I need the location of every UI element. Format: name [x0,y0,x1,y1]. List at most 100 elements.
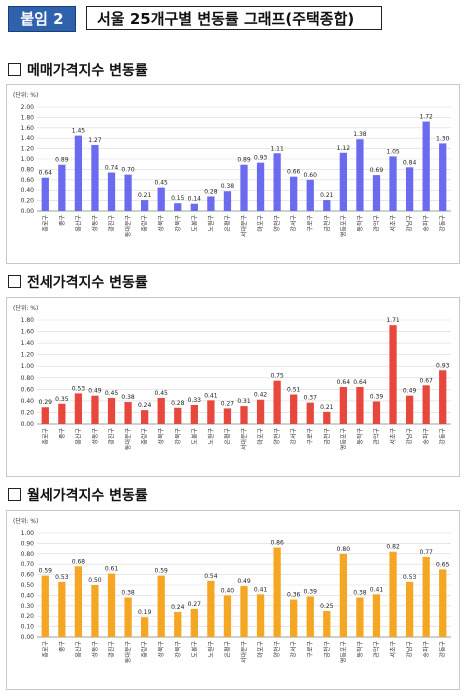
x-tick-label: 노원구 [207,215,215,232]
bar [174,407,182,424]
bar [223,595,232,637]
x-tick-label: 관악구 [372,641,380,658]
y-tick-label: 0.80 [21,375,35,382]
y-tick-label: 1.80 [21,114,35,121]
data-label: 0.21 [320,192,334,199]
checkbox-icon [8,63,21,76]
x-tick-label: 성북구 [157,641,165,658]
bar [256,594,265,637]
bar [190,608,198,637]
x-tick-label: 양천구 [273,215,281,232]
x-tick-label: 동대문구 [124,215,132,238]
bar [389,156,397,211]
x-tick-label: 용산구 [74,215,82,232]
x-tick-label: 영등포구 [339,215,347,238]
bar [140,617,149,637]
x-tick-label: 마포구 [257,428,265,445]
data-label: 1.11 [270,145,284,152]
bar [389,551,397,637]
x-tick-label: 중구 [59,641,66,653]
bar [107,573,116,637]
bar [207,196,215,211]
x-tick-label: 영등포구 [339,428,347,451]
y-tick-label: 1.00 [21,530,35,537]
y-tick-label: 0.60 [21,177,35,184]
y-tick-label: 0.60 [21,572,35,579]
bar [306,179,314,211]
bar [41,575,49,637]
bar [356,139,364,211]
y-tick-label: 0.80 [21,551,35,558]
data-label: 0.75 [270,373,284,380]
section-title-text: 메매가격지수 변동률 [27,63,148,79]
bar [405,581,414,637]
bar [74,566,83,637]
data-label: 0.65 [436,561,450,568]
x-tick-label: 양천구 [273,428,281,445]
x-tick-label: 서초구 [389,215,397,232]
data-label: 0.84 [403,159,417,166]
x-tick-label: 마포구 [257,215,265,232]
bar [41,177,49,211]
data-label: 0.74 [105,165,119,172]
y-tick-label: 0.40 [21,187,35,194]
x-tick-label: 은평구 [223,641,231,658]
section-title-monthly-rent: 월세가격지수 변동률 [8,485,148,505]
x-tick-label: 강북구 [174,215,182,232]
x-tick-label: 금천구 [323,641,331,658]
bar [323,611,331,637]
x-tick-label: 강동구 [439,428,447,445]
chart-jeonse-frame: (단위: %) 0.00 0.20 0.40 0.60 0.80 1.00 1.20 1.40 1… [6,297,460,477]
section-title-sale: 메매가격지수 변동률 [8,60,148,80]
x-tick-label: 강동구 [439,641,447,658]
x-tick-label: 중랑구 [142,641,149,658]
x-tick-label: 영등포구 [339,641,347,664]
bar [422,385,430,424]
x-tick-label: 금천구 [323,215,331,232]
bar [273,380,281,424]
data-label: 0.53 [55,574,69,581]
bar [389,325,397,424]
x-tick-label: 용산구 [74,428,82,445]
data-label: 0.19 [138,609,152,616]
data-label: 0.61 [105,566,119,573]
x-tick-label: 종로구 [42,428,49,445]
x-tick-label: 은평구 [223,215,231,232]
x-tick-label: 강남구 [406,641,414,658]
bar [356,597,364,637]
bar [273,547,281,637]
x-tick-label: 강서구 [290,641,298,658]
x-tick-label: 송파구 [422,215,430,232]
checkbox-icon [8,275,21,288]
bar [323,411,331,424]
y-tick-label: 1.20 [21,352,35,359]
bar [256,162,265,211]
data-label: 0.93 [254,155,268,162]
bar [58,403,66,424]
bar [140,410,149,424]
x-tick-label: 동작구 [357,428,364,445]
data-label: 0.93 [436,362,450,369]
y-tick-label: 0.60 [21,386,35,393]
bar [290,176,298,211]
x-tick-label: 성북구 [157,428,165,445]
bar [107,172,116,211]
x-tick-label: 송파구 [422,428,430,445]
data-label: 0.29 [39,399,53,406]
data-label: 1.12 [337,145,351,152]
bar [124,597,132,637]
bar [58,581,66,637]
bar [74,135,83,211]
x-tick-label: 동대문구 [124,428,132,451]
y-tick-label: 0.00 [21,634,35,641]
section-title-text: 전세가격지수 변동률 [27,275,148,291]
data-label: 0.24 [171,604,185,611]
data-label: 0.38 [121,589,135,596]
bar [190,404,198,424]
bar [74,393,83,424]
appendix-badge: 붙임 2 [8,6,76,32]
chart-monthly-rent-frame: (단위: %) 0.00 0.10 0.20 0.30 0.40 0.50 0.60 0.70 0… [6,510,460,690]
y-tick-label: 0.10 [21,624,35,631]
x-tick-label: 광진구 [108,641,116,658]
bar [256,399,265,424]
